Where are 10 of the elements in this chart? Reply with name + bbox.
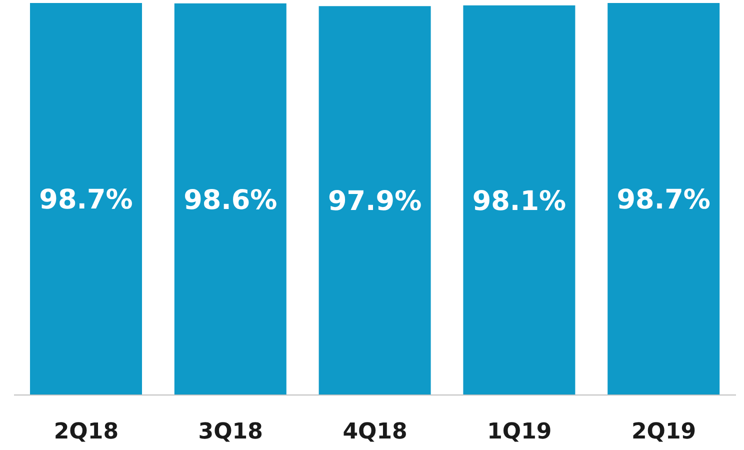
data-label: 98.7%	[616, 184, 710, 216]
x-tick-label: 1Q19	[487, 420, 552, 445]
x-tick-label: 4Q18	[342, 420, 408, 445]
data-label: 97.9%	[328, 186, 422, 218]
x-tick-label: 3Q18	[198, 420, 263, 445]
x-tick-label: 2Q18	[54, 420, 119, 445]
x-tick-label: 2Q19	[631, 420, 696, 445]
data-label: 98.6%	[184, 184, 278, 216]
data-label: 98.1%	[472, 186, 566, 217]
data-label: 98.7%	[39, 184, 133, 216]
